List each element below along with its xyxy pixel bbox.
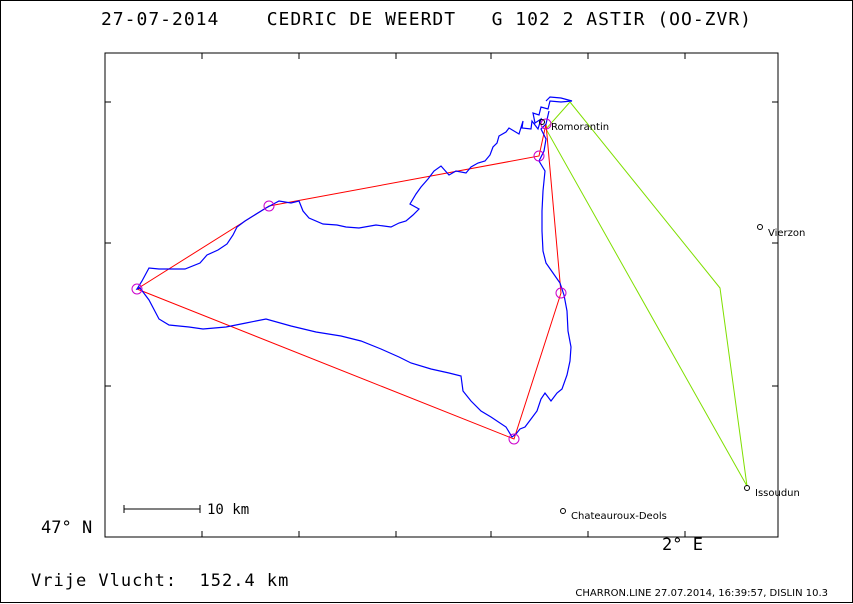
turnpoint-marker	[131, 283, 143, 295]
glider-info: G 102 2 ASTIR (OO-ZVR)	[491, 9, 753, 30]
place-label-romorantin: Romorantin	[551, 122, 609, 133]
flight-date: 27-07-2014	[100, 9, 220, 30]
turnpoint-marker	[263, 200, 275, 212]
task-polygon	[135, 123, 562, 440]
flight-title: 27-07-2014 CEDRIC DE WEERDT G 102 2 ASTI…	[1, 9, 852, 30]
place-marker-chateauroux	[560, 508, 566, 514]
start-line	[545, 101, 748, 487]
software-credit: CHARRON.LINE 27.07.2014, 16:39:57, DISLI…	[575, 588, 828, 599]
place-marker-issoudun	[744, 485, 750, 491]
map-frame	[104, 52, 779, 538]
turnpoint-marker	[555, 287, 567, 299]
place-marker-romorantin	[539, 119, 545, 125]
place-label-issoudun: Issoudun	[755, 488, 800, 499]
turnpoint-marker	[533, 150, 545, 162]
place-markers	[539, 119, 763, 514]
place-marker-vierzon	[757, 224, 763, 230]
place-label-chateauroux: Chateauroux-Deols	[571, 511, 667, 522]
turnpoint-marker	[508, 433, 520, 445]
pilot-name: CEDRIC DE WEERDT	[266, 9, 457, 30]
longitude-label: 2° E	[662, 535, 703, 555]
scale-bar-label: 10 km	[207, 502, 249, 518]
place-label-vierzon: Vierzon	[768, 228, 805, 239]
turnpoints	[131, 118, 567, 445]
latitude-label: 47° N	[41, 518, 92, 538]
axis-ticks	[105, 53, 778, 537]
scale-bar	[123, 505, 201, 513]
flight-track	[135, 96, 573, 438]
free-flight-distance: Vrije Vlucht: 152.4 km	[31, 571, 290, 591]
